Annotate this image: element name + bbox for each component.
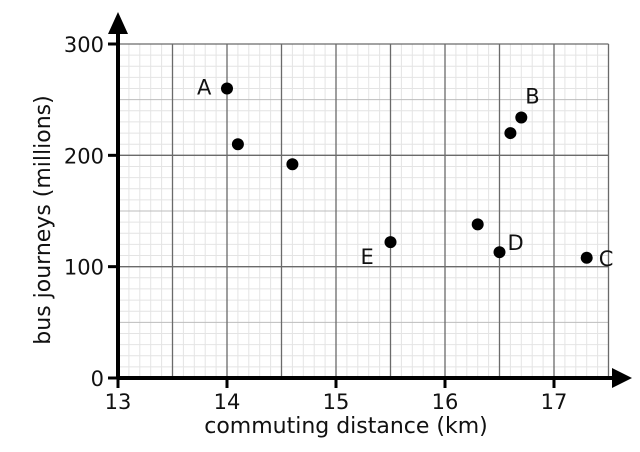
data-point <box>471 218 484 231</box>
x-axis-arrow-icon <box>612 368 632 388</box>
y-axis-label: bus journeys (millions) <box>31 95 56 344</box>
data-point <box>515 111 528 124</box>
x-tick-label: 14 <box>214 390 241 414</box>
data-point <box>221 82 233 95</box>
y-axis-arrow-icon <box>108 12 128 34</box>
x-tick-label: 16 <box>432 390 459 414</box>
y-tick-label: 0 <box>91 367 104 391</box>
x-tick-label: 15 <box>323 390 350 414</box>
point-label-a: A <box>197 76 212 100</box>
point-label-b: B <box>525 84 539 108</box>
point-label-d: D <box>508 231 524 255</box>
y-tick-label: 200 <box>64 144 104 168</box>
data-point <box>286 158 299 171</box>
major-grid <box>118 43 610 378</box>
data-point <box>580 251 593 264</box>
y-tick-label: 100 <box>64 256 104 280</box>
axes <box>108 12 632 388</box>
data-point <box>231 138 244 151</box>
x-tick-label: 17 <box>541 390 568 414</box>
data-point <box>493 246 506 259</box>
y-axis-ticks: 0 100 200 300 <box>64 33 120 391</box>
data-point <box>384 236 397 249</box>
x-axis-label: commuting distance (km) <box>204 414 488 439</box>
point-label-e: E <box>361 245 374 269</box>
y-tick-label: 300 <box>64 33 104 57</box>
data-point <box>504 127 517 140</box>
x-tick-label: 13 <box>105 390 132 414</box>
point-label-c: C <box>599 247 614 271</box>
x-axis-ticks: 13 14 15 16 17 <box>105 376 568 414</box>
data-points: A E D B C <box>197 76 613 271</box>
